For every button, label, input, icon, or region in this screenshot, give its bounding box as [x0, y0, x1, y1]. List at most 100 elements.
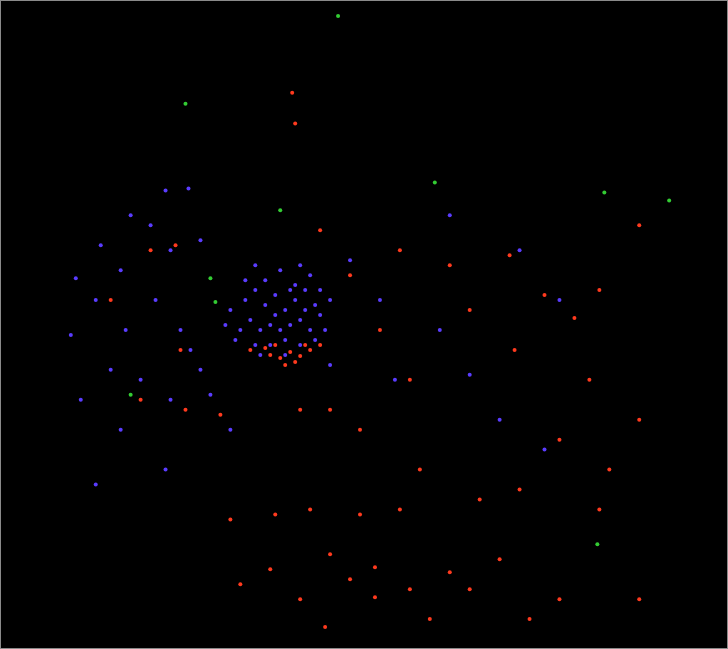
point: [303, 308, 307, 312]
point: [253, 263, 257, 267]
point: [595, 542, 599, 546]
point: [303, 288, 307, 292]
point: [308, 273, 312, 277]
point: [557, 438, 561, 442]
point: [587, 378, 591, 382]
series: [109, 91, 642, 629]
point: [308, 328, 312, 332]
point: [186, 186, 190, 190]
point: [94, 298, 98, 302]
point: [543, 448, 547, 452]
point: [308, 507, 312, 511]
plot-frame: [1, 1, 728, 649]
point: [336, 14, 340, 18]
point: [273, 313, 277, 317]
point: [433, 180, 437, 184]
point: [438, 328, 442, 332]
point: [448, 570, 452, 574]
point: [198, 368, 202, 372]
point: [293, 360, 297, 364]
point: [273, 293, 277, 297]
point: [283, 353, 287, 357]
point: [293, 283, 297, 287]
point: [557, 597, 561, 601]
point: [169, 398, 173, 402]
point: [418, 468, 422, 472]
point: [213, 300, 217, 304]
point: [278, 268, 282, 272]
point: [179, 328, 183, 332]
point: [667, 198, 671, 202]
point: [74, 276, 78, 280]
point: [313, 303, 317, 307]
point: [328, 363, 332, 367]
point: [248, 318, 252, 322]
point: [278, 356, 282, 360]
point: [124, 328, 128, 332]
point: [278, 328, 282, 332]
point: [183, 102, 187, 106]
point: [119, 268, 123, 272]
point: [298, 318, 302, 322]
point: [508, 253, 512, 257]
point: [308, 348, 312, 352]
point: [597, 288, 601, 292]
point: [119, 428, 123, 432]
point: [94, 483, 98, 487]
point: [328, 298, 332, 302]
point: [179, 348, 183, 352]
point: [223, 323, 227, 327]
point: [218, 413, 222, 417]
point: [149, 248, 153, 252]
point: [543, 293, 547, 297]
point: [318, 228, 322, 232]
point: [348, 577, 352, 581]
point: [268, 343, 272, 347]
point: [528, 617, 532, 621]
series: [69, 186, 562, 486]
point: [283, 338, 287, 342]
point: [238, 328, 242, 332]
point: [318, 313, 322, 317]
point: [228, 428, 232, 432]
point: [79, 398, 83, 402]
point: [243, 278, 247, 282]
point: [318, 343, 322, 347]
point: [298, 263, 302, 267]
point: [129, 393, 133, 397]
point: [258, 328, 262, 332]
point: [408, 378, 412, 382]
point: [164, 188, 168, 192]
point: [518, 487, 522, 491]
point: [518, 248, 522, 252]
point: [602, 190, 606, 194]
point: [378, 328, 382, 332]
point: [298, 408, 302, 412]
point: [348, 273, 352, 277]
point: [428, 617, 432, 621]
point: [238, 582, 242, 586]
point: [253, 288, 257, 292]
point: [290, 91, 294, 95]
point: [498, 557, 502, 561]
point: [198, 238, 202, 242]
point: [498, 418, 502, 422]
point: [448, 213, 452, 217]
point: [323, 625, 327, 629]
point: [323, 328, 327, 332]
point: [149, 223, 153, 227]
point: [263, 303, 267, 307]
point: [169, 248, 173, 252]
point: [378, 298, 382, 302]
point: [303, 343, 307, 347]
point: [373, 595, 377, 599]
point: [109, 368, 113, 372]
point: [248, 348, 252, 352]
point: [298, 597, 302, 601]
point: [313, 338, 317, 342]
point: [273, 343, 277, 347]
point: [228, 308, 232, 312]
point: [358, 428, 362, 432]
point: [188, 348, 192, 352]
point: [408, 587, 412, 591]
